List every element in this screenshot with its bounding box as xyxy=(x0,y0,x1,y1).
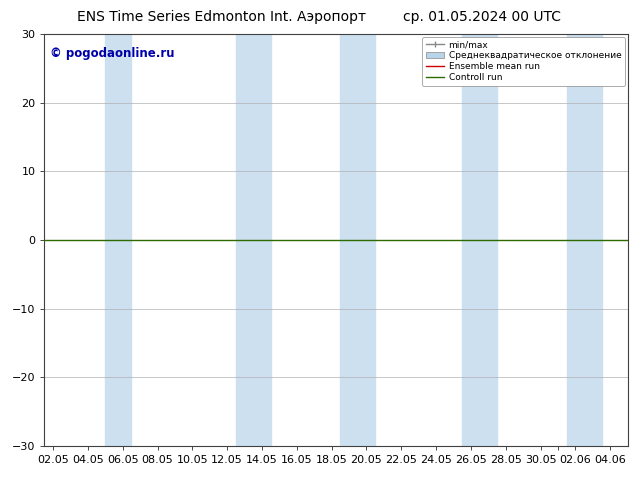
Bar xyxy=(462,34,497,446)
Bar xyxy=(105,34,131,446)
Bar xyxy=(236,34,271,446)
Text: ENS Time Series Edmonton Int. Аэропорт: ENS Time Series Edmonton Int. Аэропорт xyxy=(77,10,366,24)
Bar xyxy=(340,34,375,446)
Bar xyxy=(567,34,602,446)
Legend: min/max, Среднеквадратическое отклонение, Ensemble mean run, Controll run: min/max, Среднеквадратическое отклонение… xyxy=(422,37,625,86)
Text: © pogodaonline.ru: © pogodaonline.ru xyxy=(50,47,175,60)
Text: ср. 01.05.2024 00 UTC: ср. 01.05.2024 00 UTC xyxy=(403,10,561,24)
